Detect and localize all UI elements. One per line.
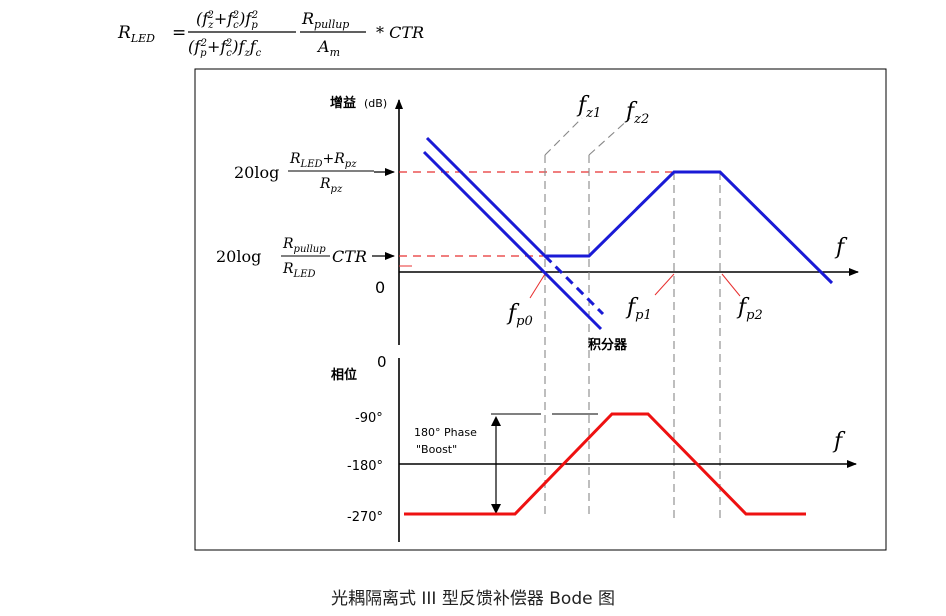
svg-text:Rpz: Rpz [319, 176, 343, 195]
gain-zero-label: 0 [375, 278, 385, 297]
phase-boost-annotation: 180° Phase "Boost" [414, 413, 598, 514]
integrator-label: 积分器 [588, 337, 628, 353]
phase-axes [398, 358, 857, 542]
frequency-pointers [529, 273, 741, 299]
transfer-formula: RLED = (fz2+fc2)fp2 (fp2+fc2)fzfc Rpullu… [117, 9, 424, 59]
gain-curve [422, 136, 834, 331]
integrator-line [422, 150, 603, 331]
phase-curve [404, 412, 806, 516]
svg-text:=: = [172, 23, 186, 43]
svg-text:"Boost": "Boost" [416, 443, 457, 456]
figure-caption: 光耦隔离式 III 型反馈补偿器 Bode 图 [331, 589, 615, 609]
gain-axes [395, 99, 859, 345]
frequency-guides [544, 117, 721, 518]
integrator-extension [543, 254, 605, 316]
formula-den2: Am [316, 37, 340, 59]
tick-minus-180: -180° [347, 459, 383, 474]
gain-main-curve [425, 136, 834, 285]
svg-text:CTR: CTR [332, 247, 367, 266]
fz2-label: fz2 [624, 99, 649, 127]
gain-axis-label: 增益 [330, 95, 356, 111]
formula-den1: (fp2+fc2)fzfc [188, 37, 262, 59]
tick-minus-270: -270° [347, 510, 383, 525]
gain-level-low: 20log Rpullup RLED CTR [216, 236, 395, 280]
gain-axis-unit: (dB) [364, 97, 387, 110]
svg-text:Rpullup: Rpullup [282, 236, 326, 255]
svg-text:RLED: RLED [117, 23, 155, 45]
phase-zero-label: 0 [377, 353, 387, 371]
phase-axis-label: 相位 [331, 367, 357, 383]
formula-num1: (fz2+fc2)fp2 [196, 9, 258, 31]
svg-text:RLED: RLED [282, 261, 316, 280]
figure-frame [194, 68, 887, 551]
svg-text:20log: 20log [216, 247, 261, 266]
gain-level-high: 20log RLED+Rpz Rpz [234, 151, 395, 195]
formula-num2: Rpullup [301, 9, 349, 31]
svg-text:180° Phase: 180° Phase [414, 426, 477, 439]
formula-tail: * CTR [376, 23, 424, 42]
svg-text:RLED+Rpz: RLED+Rpz [289, 151, 357, 170]
svg-text:20log: 20log [234, 163, 279, 182]
tick-minus-90: -90° [355, 411, 383, 426]
